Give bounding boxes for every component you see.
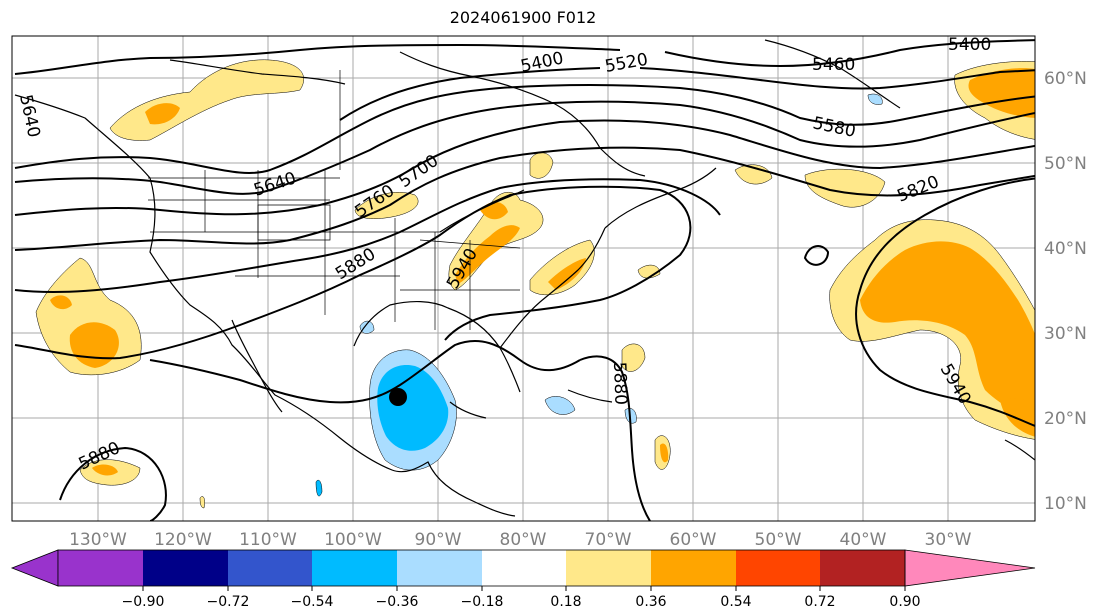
longitude-label: 70°W xyxy=(585,530,632,550)
colorbar-segment xyxy=(651,550,737,586)
height-contours xyxy=(14,39,1035,521)
contour-label: 5460 xyxy=(812,55,855,75)
latitude-label: 10°N xyxy=(1044,494,1087,514)
map-frame xyxy=(11,35,1036,522)
colorbar-tick-label: 0.90 xyxy=(889,594,920,610)
latitude-label: 50°N xyxy=(1044,154,1087,174)
colorbar-segment xyxy=(228,550,314,586)
graticule xyxy=(12,36,1035,521)
colorbar-segment xyxy=(820,550,905,586)
colorbar-tick-label: −0.54 xyxy=(291,594,334,610)
longitude-label: 100°W xyxy=(324,530,382,550)
latitude-label: 60°N xyxy=(1044,69,1087,89)
longitude-label: 130°W xyxy=(69,530,127,550)
colorbar-extension-max xyxy=(904,549,1036,587)
colorbar-tick-labels: −0.90 −0.72 −0.54 −0.36 −0.18 0.18 0.36 … xyxy=(122,594,921,610)
colorbar-segment xyxy=(312,550,398,586)
longitude-label: 120°W xyxy=(154,530,212,550)
contour-label: 5400 xyxy=(948,35,991,55)
colorbar-tick-label: 0.18 xyxy=(550,594,581,610)
storm-center-marker xyxy=(389,388,407,406)
latitude-labels: 60°N 50°N 40°N 30°N 20°N 10°N xyxy=(1044,69,1087,514)
coastlines xyxy=(14,39,1035,517)
longitude-label: 30°W xyxy=(925,530,972,550)
contour-label: 5880 xyxy=(609,361,630,405)
colorbar-tick-label: 0.54 xyxy=(720,594,751,610)
colorbar-extension-min xyxy=(10,549,59,587)
colorbar-segment xyxy=(482,550,568,586)
colorbar-tick-label: 0.72 xyxy=(804,594,835,610)
colorbar-segment xyxy=(58,550,144,586)
colorbar-segment xyxy=(566,550,652,586)
map-title: 2024061900 F012 xyxy=(449,8,597,27)
longitude-label: 40°W xyxy=(840,530,887,550)
latitude-label: 40°N xyxy=(1044,239,1087,259)
colorbar-segment xyxy=(143,550,229,586)
longitude-label: 80°W xyxy=(500,530,547,550)
latitude-label: 20°N xyxy=(1044,409,1087,429)
anomaly-shading xyxy=(35,59,1035,509)
longitude-label: 110°W xyxy=(239,530,297,550)
colorbar-tick-label: 0.36 xyxy=(635,594,666,610)
longitude-labels: 130°W 120°W 110°W 100°W 90°W 80°W 70°W 6… xyxy=(69,530,972,550)
longitude-label: 50°W xyxy=(755,530,802,550)
colorbar-tick-label: −0.18 xyxy=(461,594,504,610)
colorbar-tick-label: −0.36 xyxy=(376,594,419,610)
longitude-label: 90°W xyxy=(415,530,462,550)
colorbar: −0.90 −0.72 −0.54 −0.36 −0.18 0.18 0.36 … xyxy=(10,549,1036,610)
colorbar-segment xyxy=(736,550,822,586)
colorbar-tick-label: −0.72 xyxy=(207,594,250,610)
colorbar-segment xyxy=(397,550,483,586)
longitude-label: 60°W xyxy=(670,530,717,550)
state-borders xyxy=(148,70,521,330)
colorbar-tick-label: −0.90 xyxy=(122,594,165,610)
colorbar-ticks xyxy=(142,586,906,591)
latitude-label: 30°N xyxy=(1044,324,1087,344)
